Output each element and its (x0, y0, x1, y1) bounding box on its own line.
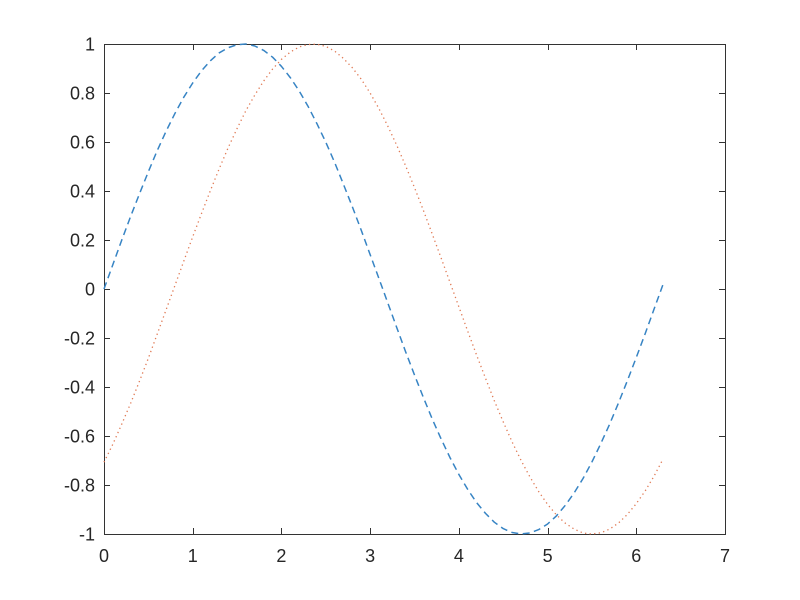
y-tick-label: -0.2 (64, 329, 95, 349)
y-tick-label: 0.8 (70, 84, 95, 104)
x-tick-label: 4 (454, 546, 464, 566)
x-tick-label: 3 (365, 546, 375, 566)
x-tick-label: 0 (99, 546, 109, 566)
y-tick-label: -0.8 (64, 476, 95, 496)
series-blue-dashed-sine (103, 43, 664, 535)
y-tick-label: 0 (85, 280, 95, 300)
y-tick-label: 0.4 (70, 182, 95, 202)
y-tick-label: 1 (85, 35, 95, 55)
y-tick-label: -1 (79, 525, 95, 545)
y-tick-label: -0.4 (64, 378, 95, 398)
x-tick-label: 2 (276, 546, 286, 566)
x-tick-label: 5 (543, 546, 553, 566)
x-tick-label: 6 (631, 546, 641, 566)
y-tick-label: 0.6 (70, 133, 95, 153)
x-tick-label: 7 (720, 546, 730, 566)
plot-box (104, 44, 726, 535)
x-tick-label: 1 (188, 546, 198, 566)
y-tick-label: -0.6 (64, 427, 95, 447)
y-tick-label: 0.2 (70, 231, 95, 251)
series-red-dotted-shifted-sine (103, 43, 664, 535)
